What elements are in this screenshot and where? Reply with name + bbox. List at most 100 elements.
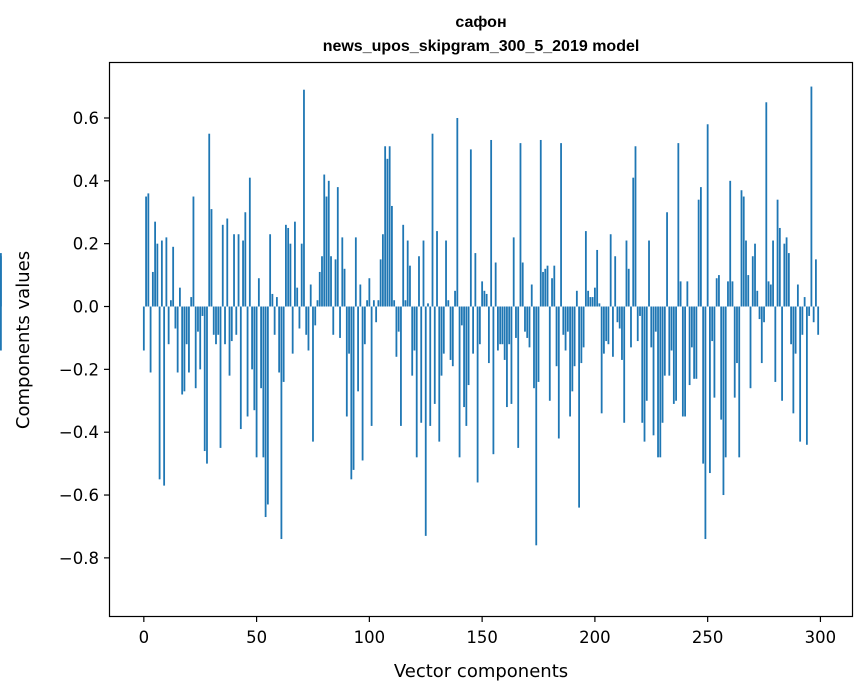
bar [307, 306, 310, 351]
bar [0, 253, 2, 307]
bar [391, 205, 393, 307]
bar [718, 275, 720, 307]
bar [681, 306, 684, 417]
bar [325, 196, 328, 307]
bar [255, 306, 258, 458]
bar [769, 284, 772, 307]
bar [481, 281, 484, 307]
bar [697, 199, 700, 307]
bar [478, 306, 481, 345]
bar [269, 234, 272, 307]
bar [451, 306, 454, 367]
bar [368, 278, 371, 307]
bar [433, 306, 436, 404]
bar [179, 287, 181, 307]
bar [571, 306, 574, 392]
x-tick-label: 100 [354, 628, 386, 647]
bar [0, 306, 2, 351]
bar [192, 196, 195, 307]
bar [526, 306, 529, 338]
bar [199, 306, 202, 370]
bar [469, 149, 472, 307]
bar [447, 300, 450, 307]
bar [790, 306, 792, 345]
bar [354, 237, 357, 307]
bar [226, 218, 229, 307]
bar [751, 256, 754, 307]
bar [815, 259, 817, 307]
bar [623, 306, 626, 423]
bar [535, 306, 538, 546]
bar [715, 278, 718, 307]
bar [652, 306, 655, 436]
bar [406, 240, 409, 307]
bar [711, 306, 714, 342]
bar [618, 306, 621, 329]
bar [449, 306, 452, 360]
y-tick-label: 0.2 [73, 235, 99, 254]
bar [395, 306, 398, 357]
bar [787, 253, 790, 307]
bar [289, 243, 292, 307]
bar [388, 146, 391, 307]
bar [280, 306, 283, 540]
bar [490, 139, 493, 307]
bar [566, 306, 569, 332]
bar [632, 177, 635, 307]
bar [688, 306, 691, 386]
bar [303, 89, 305, 307]
bar [634, 146, 637, 307]
bar [314, 306, 317, 326]
bar [729, 180, 732, 307]
bar [573, 306, 576, 367]
bar [817, 306, 820, 335]
bar [266, 306, 269, 505]
bar [612, 306, 614, 357]
bar [657, 306, 659, 458]
bar [781, 306, 783, 401]
bar [603, 306, 605, 354]
bar [774, 306, 777, 382]
bar [215, 306, 217, 345]
bar [294, 221, 296, 307]
bar [472, 306, 474, 354]
bar [285, 224, 287, 307]
bar [377, 300, 380, 307]
bar [578, 306, 580, 508]
bar [661, 306, 664, 423]
bar [363, 306, 366, 345]
bar [442, 306, 445, 354]
bar [663, 306, 666, 376]
bar [339, 306, 341, 338]
bar [460, 306, 463, 326]
bar [458, 306, 461, 458]
bar [805, 306, 808, 445]
bar [210, 209, 213, 307]
bar [427, 303, 429, 307]
x-tick-label: 300 [805, 628, 837, 647]
bar [174, 306, 177, 329]
bar [672, 306, 675, 404]
bar [483, 290, 486, 307]
bar [499, 306, 502, 345]
bar [506, 306, 508, 408]
bar [350, 306, 353, 480]
bar [172, 246, 175, 307]
bar [221, 224, 224, 307]
bar [413, 306, 416, 351]
bar [296, 287, 299, 307]
bar [188, 306, 190, 373]
bar [334, 259, 337, 307]
x-tick-label: 200 [579, 628, 611, 647]
bar [422, 240, 425, 307]
bar [384, 146, 387, 307]
bar [176, 306, 179, 373]
bar [679, 281, 682, 307]
bar [749, 306, 752, 389]
bar [273, 306, 276, 335]
bar [515, 306, 517, 338]
bar [372, 300, 375, 307]
bar [609, 234, 612, 307]
bar [402, 224, 405, 307]
bar [183, 306, 186, 392]
